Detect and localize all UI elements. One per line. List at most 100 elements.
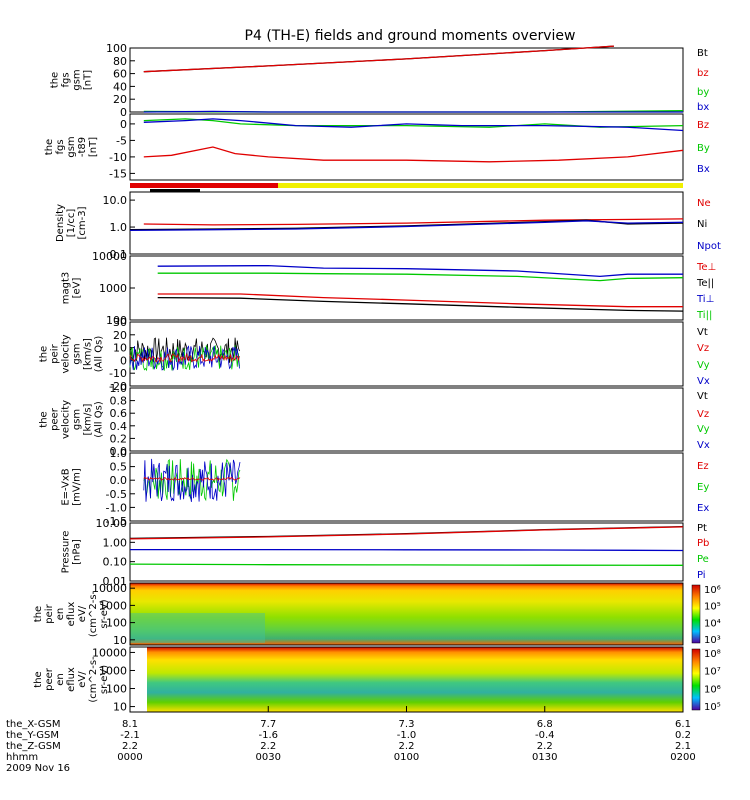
series-line xyxy=(129,563,684,566)
legend-entry: Ti⊥ xyxy=(696,294,714,305)
y-axis-label: the peir en eflux eV/(cm^2-s-sr-eV) xyxy=(33,590,110,637)
y-axis-label-line: [km/s] xyxy=(83,403,94,435)
y-tick-label: 0 xyxy=(120,354,127,367)
y-axis-label-line: (All Qs) xyxy=(94,336,105,373)
panel-frame xyxy=(129,522,684,582)
y-tick-label: 10 xyxy=(113,342,127,355)
colorbar-tick-label: 10⁴ xyxy=(704,618,721,629)
series-line xyxy=(129,345,240,372)
orbit-table: the_X-GSM the_Y-GSM the_Z-GSM hhmm 2009 … xyxy=(6,719,696,774)
y-tick-label: 100 xyxy=(106,683,127,696)
y-axis-label-line: -t89 xyxy=(77,137,88,157)
colorbar-9: 10⁵ 10⁶ 10⁷ 10⁸ xyxy=(691,648,721,713)
y-tick-label: -0.5 xyxy=(106,488,127,501)
orbit-value: -1.0 xyxy=(397,730,417,741)
y-axis-label: the peer en eflux eV/(cm^2-s-sr-eV) xyxy=(33,656,110,703)
y-tick-label: -15 xyxy=(109,167,127,180)
y-axis-label-line: sr-eV) xyxy=(99,599,110,628)
y-tick-label: 0.0 xyxy=(110,445,128,458)
legend-entry: Vx xyxy=(697,440,710,451)
y-axis-label-line: [nPa] xyxy=(72,539,83,565)
orbit-value: 0100 xyxy=(394,752,419,763)
y-axis-label-line: Density xyxy=(55,204,66,242)
y-axis-label-line: the xyxy=(33,606,44,622)
colorbar-tick-label: 10⁵ xyxy=(704,702,721,713)
status-bar-black xyxy=(150,189,200,192)
colorbar-tick-label: 10⁶ xyxy=(704,585,721,596)
y-axis-label-line: en xyxy=(55,673,66,686)
y-tick-label: 20 xyxy=(113,93,127,106)
series-line xyxy=(157,296,684,312)
legend-entry: Vz xyxy=(697,409,709,420)
orbit-value: 2.1 xyxy=(675,741,691,752)
figure-title: P4 (TH-E) fields and ground moments over… xyxy=(245,28,576,44)
series-line xyxy=(129,526,684,540)
legend-entry: Ne xyxy=(697,198,711,209)
y-axis-label-line: fgs xyxy=(61,72,72,87)
y-axis-label-line: [mV/m] xyxy=(72,468,83,506)
y-tick-label: 0.1 xyxy=(110,248,128,261)
colorbar-8: 10³ 10⁴ 10⁵ 10⁶ xyxy=(691,584,721,646)
y-tick-label: -10 xyxy=(109,151,127,164)
y-axis-label: the fgs gsm [nT] xyxy=(50,69,94,90)
legend-entry: Vt xyxy=(697,391,708,402)
orbit-label-y: the_Y-GSM xyxy=(6,730,59,741)
y-tick-label: 20 xyxy=(113,329,127,342)
series-line xyxy=(143,476,241,481)
y-tick-label: 0.6 xyxy=(110,407,128,420)
heatmap-fill xyxy=(130,583,683,645)
legend-entry: Ni xyxy=(697,219,707,230)
orbit-value: 2.2 xyxy=(260,741,276,752)
y-tick-label: -1.0 xyxy=(106,501,127,514)
legend-entry: Vy xyxy=(697,424,710,435)
date-label: 2009 Nov 16 xyxy=(6,763,70,774)
legend-entry: Pi xyxy=(697,570,706,581)
legend-entry: Pt xyxy=(697,523,707,534)
heatmap-gap xyxy=(130,647,147,712)
y-axis-label-line: the xyxy=(33,671,44,687)
legend-entry: Bz xyxy=(697,120,709,131)
y-axis-label-line: gsm xyxy=(72,343,83,364)
colorbars: 10³ 10⁴ 10⁵ 10⁶ 10⁵ 10⁶ 10⁷ 10⁸ xyxy=(691,584,721,713)
y-tick-label: 0 xyxy=(120,118,127,131)
y-axis-label-line: eflux xyxy=(66,602,77,627)
colorbar-tick-label: 10⁵ xyxy=(704,602,721,613)
legend-entry: bx xyxy=(697,102,709,113)
status-bar-yellow xyxy=(278,183,683,188)
y-tick-label: 0.4 xyxy=(110,420,128,433)
panel-frame xyxy=(129,191,684,255)
y-axis-label-line: en xyxy=(55,608,66,621)
y-tick-label: 1000 xyxy=(99,664,127,677)
y-axis-label-line: eflux xyxy=(66,667,77,692)
legend-entry: Pb xyxy=(697,538,709,549)
y-tick-label: 10000 xyxy=(92,582,127,595)
y-axis-label: E=-VxB [mV/m] xyxy=(61,468,83,506)
colorbar-tick-label: 10⁶ xyxy=(704,684,721,695)
y-axis-label: Pressure [nPa] xyxy=(61,531,83,574)
orbit-label-x: the_X-GSM xyxy=(6,719,60,730)
y-axis-label-line: magt3 xyxy=(61,272,72,305)
y-tick-label: 10000 xyxy=(92,250,127,263)
y-axis-label-line: eV/ xyxy=(77,671,88,688)
y-axis-label: the fgs gsm -t89 [nT] xyxy=(44,136,99,157)
y-tick-label: 10.0 xyxy=(103,194,128,207)
series-line xyxy=(143,146,684,163)
y-axis-label-line: [1/cc] xyxy=(66,209,77,238)
legend-entry: Te⊥ xyxy=(696,262,716,273)
y-tick-label: 100 xyxy=(106,617,127,630)
y-tick-label: -10 xyxy=(109,367,127,380)
y-axis-label-line: velocity xyxy=(61,400,72,439)
y-tick-label: 100 xyxy=(106,42,127,55)
y-tick-label: 0.5 xyxy=(110,461,128,474)
y-tick-label: 10 xyxy=(113,634,127,647)
y-tick-label: 1.0 xyxy=(110,447,128,460)
series-line xyxy=(143,118,684,132)
series-line xyxy=(129,220,684,232)
y-axis-label: the peir velocity gsm [km/s] (All Qs) xyxy=(39,334,105,373)
y-tick-label: 0 xyxy=(120,106,127,119)
legend-entry: Bt xyxy=(697,48,708,59)
